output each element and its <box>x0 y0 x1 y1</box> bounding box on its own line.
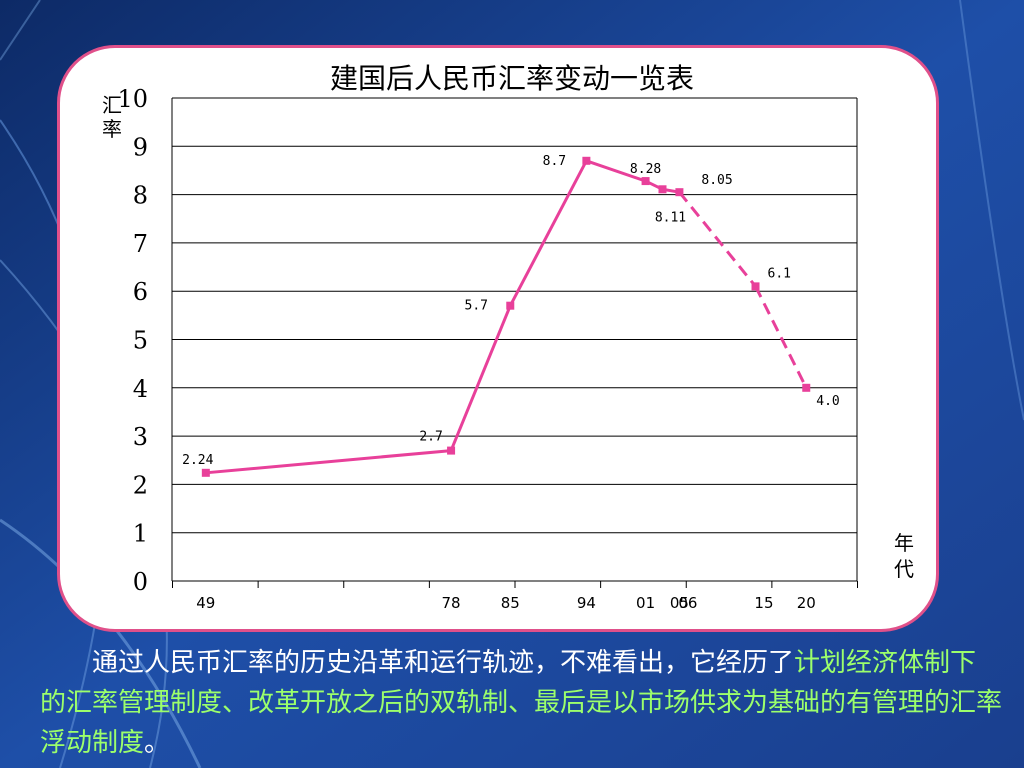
data-point-2 <box>506 301 515 310</box>
y-tick-label-0: 0 <box>133 568 148 596</box>
y-tick-label-8: 8 <box>133 182 148 210</box>
data-label-8: 4.0 <box>816 394 839 409</box>
data-label-7: 6.1 <box>768 266 791 281</box>
y-tick-label-10: 10 <box>117 85 148 113</box>
data-point-3 <box>582 156 591 165</box>
data-point-8 <box>802 383 811 392</box>
y-tick-label-1: 1 <box>133 520 148 548</box>
x-tick-label-78: 78 <box>442 594 461 612</box>
series-segment-6 <box>678 191 757 288</box>
data-point-6 <box>675 188 684 197</box>
data-point-7 <box>751 282 760 291</box>
data-point-5 <box>658 185 667 194</box>
x-tick-label-15: 15 <box>754 594 773 612</box>
y-tick-label-3: 3 <box>133 423 148 451</box>
y-tick-label-2: 2 <box>133 471 148 499</box>
caption-tail: 。 <box>144 728 171 758</box>
y-tick-label-7: 7 <box>133 230 148 258</box>
caption-paragraph: 通过人民币汇率的历史沿革和运行轨迹，不难看出，它经历了计划经济体制下的汇率管理制… <box>40 643 1002 763</box>
y-tick-labels: 0 1 2 3 4 5 6 7 8 9 10 <box>117 85 148 596</box>
data-label-3: 8.7 <box>543 154 566 169</box>
x-tick-label-85: 85 <box>501 594 520 612</box>
x-axis-label-char-2: 代 <box>894 557 914 581</box>
data-labels: 2.24 2.7 5.7 8.7 8.28 8.11 8.05 6.1 4.0 <box>182 154 840 468</box>
x-axis-label: 年 代 <box>894 531 920 581</box>
y-axis-label: 汇 率 <box>102 93 128 141</box>
x-tick-label-06: 06 <box>678 594 697 612</box>
series-segment-0 <box>205 449 452 475</box>
series-segment-3 <box>585 159 647 183</box>
series-segment-1 <box>449 305 512 452</box>
x-tick-label-05: 05 <box>670 594 689 612</box>
x-tick-label-01: 01 <box>636 594 655 612</box>
caption-highlight: 计划经济体制下的汇率管理制度、改革开放之后的双轨制、最后是以市场供求为基础的有管… <box>40 648 1003 758</box>
chart-title: 建国后人民币汇率变动一览表 <box>330 62 694 95</box>
x-tick-label-20: 20 <box>797 594 816 612</box>
data-label-6: 8.05 <box>701 173 732 188</box>
data-point-1 <box>447 446 456 455</box>
data-label-5: 8.11 <box>655 210 686 225</box>
x-tick-label-49: 49 <box>196 594 215 612</box>
data-label-1: 2.7 <box>419 430 442 445</box>
x-tick-label-94: 94 <box>577 594 596 612</box>
data-label-2: 5.7 <box>465 299 488 314</box>
y-tick-label-6: 6 <box>133 278 148 306</box>
series-segment-7 <box>754 285 808 389</box>
caption-lead: 通过人民币汇率的历史沿革和运行轨迹，不难看出，它经历了 <box>92 648 795 678</box>
data-label-4: 8.28 <box>630 162 661 177</box>
data-point-0 <box>201 468 210 477</box>
chart-card: 建国后人民币汇率变动一览表 汇 率 年 代 0 1 2 3 4 5 6 7 8 9 10 49 78 8… <box>57 45 939 632</box>
series-line <box>205 159 808 475</box>
y-axis-label-char-2: 率 <box>102 117 122 141</box>
data-label-0: 2.24 <box>182 453 213 468</box>
y-tick-label-5: 5 <box>133 327 148 355</box>
data-point-4 <box>641 177 650 186</box>
x-axis-label-char-1: 年 <box>894 531 914 555</box>
grid-layer <box>171 97 858 588</box>
y-tick-label-9: 9 <box>133 133 148 161</box>
y-axis-label-char-1: 汇 <box>102 93 122 117</box>
series-markers <box>201 156 811 477</box>
y-tick-label-4: 4 <box>133 375 148 403</box>
series-segment-2 <box>508 160 588 307</box>
